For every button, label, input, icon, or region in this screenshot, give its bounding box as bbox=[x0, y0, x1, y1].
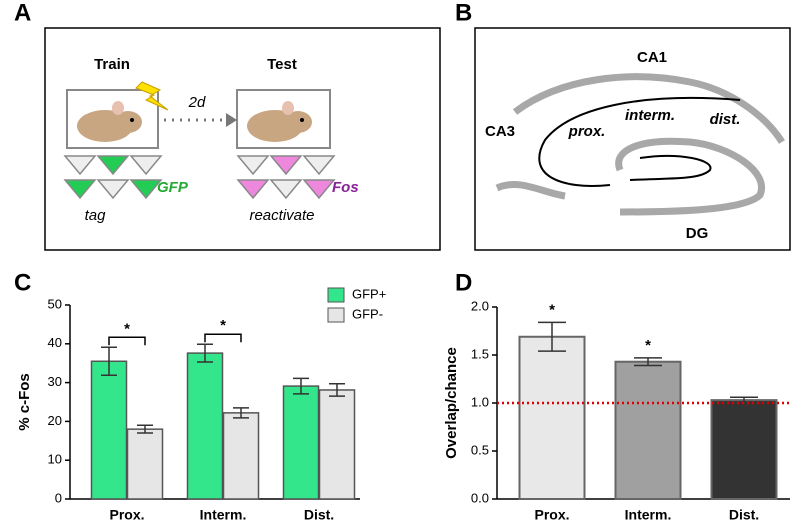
hippocampus bbox=[495, 73, 785, 216]
y-tick-label: 0.0 bbox=[471, 490, 489, 505]
error-bar bbox=[101, 346, 117, 376]
bar bbox=[318, 389, 356, 500]
label: interm. bbox=[625, 107, 675, 124]
bar bbox=[282, 385, 320, 500]
significance-label: * bbox=[124, 320, 130, 337]
y-tick-label: 30 bbox=[48, 374, 62, 389]
panel-label: D bbox=[455, 269, 472, 296]
legend-swatch bbox=[327, 287, 345, 303]
label: prox. bbox=[568, 123, 606, 140]
y-axis-label: Overlap/chance bbox=[443, 347, 460, 459]
legend-label: GFP- bbox=[352, 306, 383, 321]
y-tick-label: 50 bbox=[48, 296, 62, 311]
x-tick-label: Dist. bbox=[729, 507, 759, 523]
y-tick-label: 1.0 bbox=[471, 394, 489, 409]
error-bar bbox=[293, 377, 309, 395]
cell-layer bbox=[538, 97, 741, 187]
label: dist. bbox=[710, 111, 741, 128]
y-tick-label: 0.5 bbox=[471, 442, 489, 457]
bar bbox=[126, 428, 164, 500]
y-tick-label: 10 bbox=[48, 452, 62, 467]
error-bar bbox=[197, 343, 213, 363]
legend-label: GFP+ bbox=[352, 286, 386, 301]
label: 2d bbox=[188, 94, 206, 111]
y-tick-label: 20 bbox=[48, 413, 62, 428]
label: CA1 bbox=[637, 49, 667, 66]
error-bar bbox=[634, 357, 662, 367]
significance-bracket bbox=[108, 336, 146, 346]
label: tag bbox=[85, 207, 107, 224]
label: CA3 bbox=[485, 123, 515, 140]
bar bbox=[222, 412, 260, 500]
label: DG bbox=[686, 225, 709, 242]
label: Train bbox=[94, 56, 130, 73]
error-bar bbox=[137, 424, 153, 434]
label: GFP bbox=[157, 179, 189, 196]
x-tick-label: Interm. bbox=[200, 507, 247, 523]
shock-icon bbox=[135, 81, 169, 111]
significance-bracket bbox=[204, 333, 242, 343]
label: Fos bbox=[332, 179, 359, 196]
cells bbox=[63, 155, 336, 200]
significance-label: * bbox=[549, 301, 555, 318]
bar bbox=[518, 335, 586, 501]
x-tick-label: Prox. bbox=[109, 507, 144, 523]
legend-swatch bbox=[327, 307, 345, 323]
bar bbox=[186, 352, 224, 500]
bar bbox=[710, 399, 778, 500]
x-tick-label: Interm. bbox=[625, 507, 672, 523]
significance-label: * bbox=[220, 317, 226, 334]
x-tick-label: Dist. bbox=[304, 507, 334, 523]
y-tick-label: 2.0 bbox=[471, 298, 489, 313]
y-tick-label: 1.5 bbox=[471, 346, 489, 361]
panel-box bbox=[44, 27, 441, 251]
error-bar bbox=[329, 383, 345, 397]
mouse bbox=[77, 101, 142, 142]
error-bar bbox=[233, 407, 249, 419]
panel-label: C bbox=[14, 269, 31, 296]
y-tick-label: 0 bbox=[55, 490, 62, 505]
panel-label: B bbox=[455, 0, 472, 26]
y-tick-label: 40 bbox=[48, 335, 62, 350]
bar bbox=[90, 360, 128, 500]
bar bbox=[614, 360, 682, 500]
error-bar bbox=[538, 321, 566, 352]
label: reactivate bbox=[249, 207, 314, 224]
arrow-head bbox=[226, 113, 237, 127]
mouse bbox=[247, 101, 312, 142]
y-axis-label: % c-Fos bbox=[16, 373, 33, 431]
x-tick-label: Prox. bbox=[534, 507, 569, 523]
panel-label: A bbox=[14, 0, 31, 26]
significance-label: * bbox=[645, 337, 651, 354]
label: Test bbox=[267, 56, 297, 73]
panel-box bbox=[474, 27, 791, 251]
